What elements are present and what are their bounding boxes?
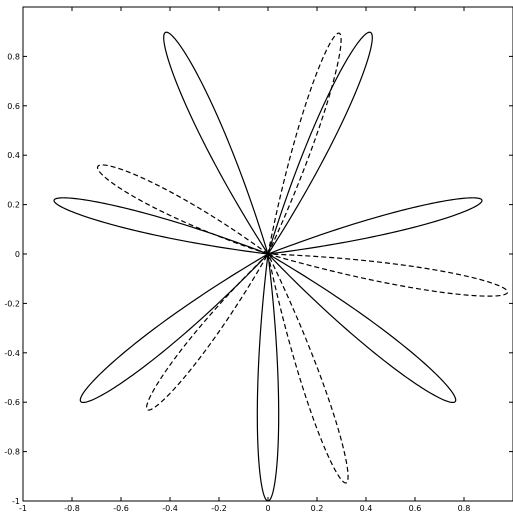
x-tick-label: 0.6 <box>409 504 422 513</box>
y-tick-label: 0.4 <box>7 151 20 160</box>
petal-solid-2 <box>163 31 269 255</box>
petal-solid-5 <box>256 253 280 502</box>
x-tick-label: -0.2 <box>211 504 227 513</box>
petal-solid-4 <box>79 253 269 404</box>
y-tick-label: 0 <box>15 250 20 259</box>
y-tick-label: -0.6 <box>4 398 20 407</box>
petal-dashed-1 <box>267 32 342 255</box>
petal-dashed-2 <box>96 164 269 255</box>
series-solid <box>53 31 483 502</box>
petal-solid-6 <box>267 253 457 404</box>
x-tick-label: -0.4 <box>162 504 178 513</box>
petal-dashed-3 <box>145 253 269 411</box>
petal-curves <box>53 31 509 502</box>
petal-solid-3 <box>53 197 269 255</box>
y-tick-label: 0.2 <box>7 201 20 210</box>
petal-solid-0 <box>267 197 483 255</box>
x-tick-label: 0.4 <box>360 504 373 513</box>
x-tick-label: 0 <box>265 504 270 513</box>
y-tick-label: -0.8 <box>4 448 20 457</box>
petal-solid-1 <box>267 31 373 255</box>
petal-dashed-4 <box>267 253 349 484</box>
petal-dashed-0 <box>267 253 509 297</box>
x-tick-label: -0.6 <box>113 504 129 513</box>
x-tick-label: -0.8 <box>64 504 80 513</box>
x-tick-label: 0.2 <box>311 504 324 513</box>
x-tick-label: -1 <box>19 504 27 513</box>
y-tick-label: 0.6 <box>7 102 20 111</box>
y-tick-label: -0.2 <box>4 299 20 308</box>
series-dashed <box>96 32 509 484</box>
y-tick-label: 0.8 <box>7 52 20 61</box>
axis-ticks: -1 -0.8 -0.6 -0.4 -0.2 0 0.2 0.4 0.6 0.8 -1 -0.8 -0.… <box>4 7 513 513</box>
y-tick-label: -0.4 <box>4 349 20 358</box>
y-tick-label: -1 <box>12 497 20 506</box>
x-tick-label: 0.8 <box>458 504 471 513</box>
